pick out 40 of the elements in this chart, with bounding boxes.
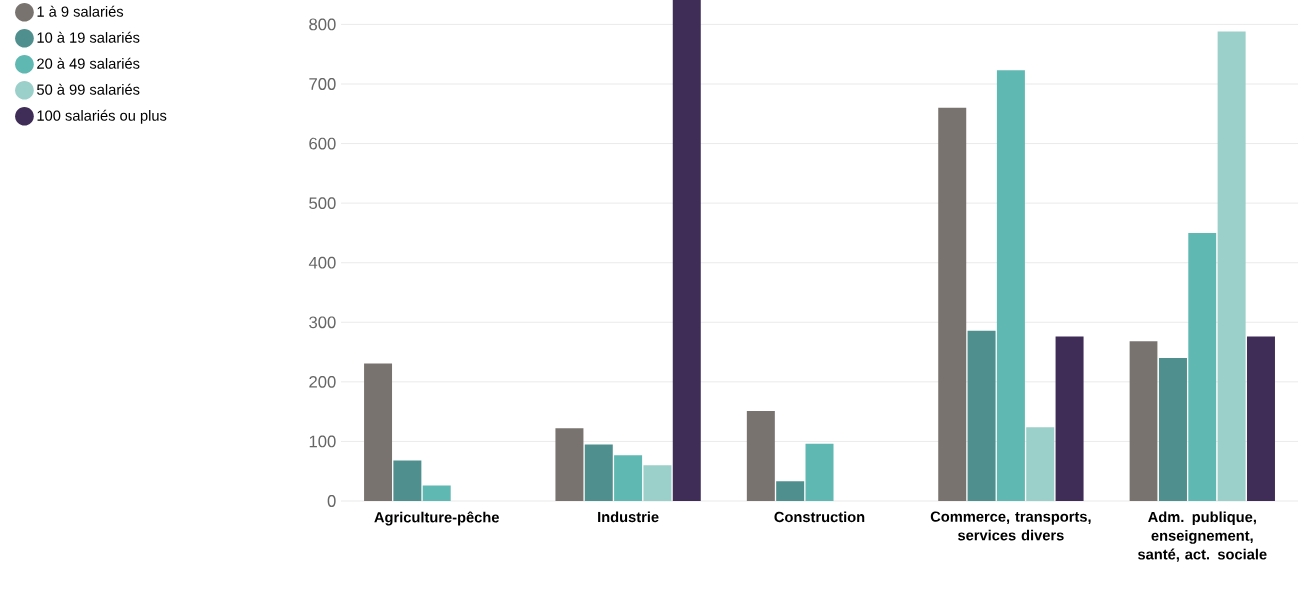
legend-label: 100 salariés ou plus (37, 109, 167, 124)
legend-label: 20 à 49 salariés (37, 57, 140, 69)
y-tick-label: 0 (327, 495, 336, 507)
y-tick-label: 600 (309, 137, 336, 150)
bar (1158, 358, 1187, 501)
bar (555, 428, 584, 501)
y-tick-label: 700 (309, 78, 336, 90)
bar (996, 70, 1025, 501)
bar (393, 460, 422, 501)
bar (1055, 336, 1084, 501)
legend-label: 50 à 99 salariés (37, 83, 140, 95)
bar (1246, 336, 1275, 501)
bar (1217, 31, 1246, 501)
legend-label: 10 à 19 salariés (37, 31, 140, 43)
bar (614, 455, 643, 501)
bar (967, 330, 996, 501)
bar (938, 107, 967, 501)
bar (643, 465, 672, 501)
legend-label: 1 à 9 salariés (37, 5, 124, 17)
x-tick-label: Construction (774, 511, 865, 523)
y-tick-label: 500 (309, 197, 336, 210)
y-tick-label: 100 (309, 435, 336, 448)
y-tick-label: 300 (309, 316, 336, 329)
y-tick-label: 200 (309, 375, 336, 388)
y-tick-label: 400 (308, 256, 336, 269)
bar (364, 363, 393, 501)
bar (584, 444, 613, 501)
bar (805, 443, 834, 501)
bar (1129, 341, 1158, 501)
bar (746, 411, 775, 501)
x-tick-label: Adm. publique, enseignement, santé, act. sociale (1138, 511, 1267, 562)
bar (776, 481, 805, 501)
y-tick-label: 800 (309, 18, 336, 31)
bar (1188, 232, 1217, 501)
x-tick-label: Agriculture-pêche (374, 511, 499, 526)
x-tick-label: Industrie (598, 511, 659, 523)
x-tick-label: Commerce, transports, services divers (930, 511, 1091, 541)
bar (1026, 427, 1055, 501)
bar (672, 0, 701, 501)
bar (422, 485, 451, 501)
